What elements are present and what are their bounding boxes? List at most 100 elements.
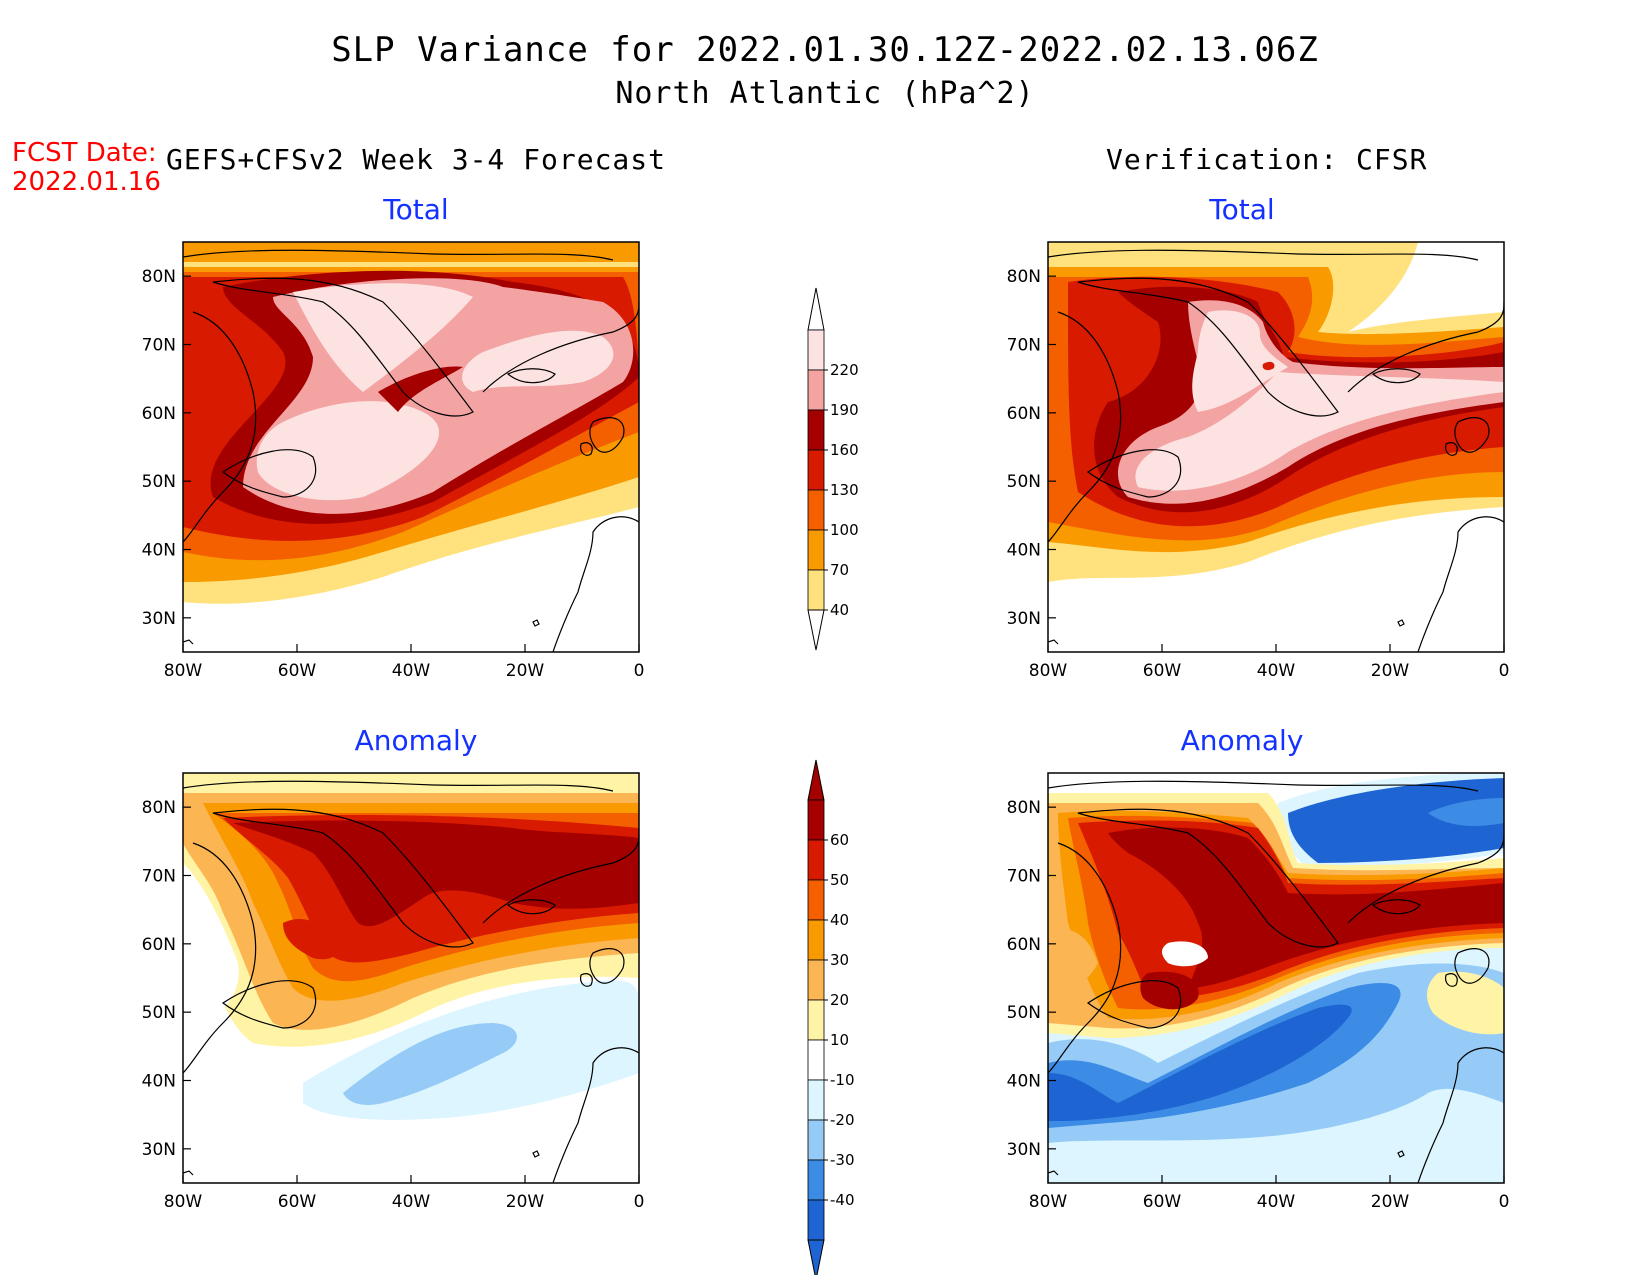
right-column-title: Verification: CFSR	[1106, 143, 1428, 176]
verification-total-lat-label: 60N	[1007, 404, 1041, 424]
verification-total-lon-label: 20W	[1371, 661, 1410, 681]
forecast-total-map	[182, 241, 640, 653]
forecast-anomaly-map	[182, 772, 640, 1184]
total-colorbar-label: 100	[830, 521, 859, 539]
total-colorbar-swatch	[807, 529, 825, 571]
anomaly-colorbar-swatch	[807, 919, 825, 961]
verification-anomaly-coastlines	[1048, 780, 1504, 1183]
forecast-total-lon-label: 20W	[506, 661, 545, 681]
verification-total-fill	[1048, 242, 1504, 582]
anomaly-colorbar-swatch	[807, 1119, 825, 1161]
anomaly-colorbar: 60 50 40 30 20 10 -10 -20 -30 -40	[807, 759, 855, 1275]
anomaly-colorbar-swatch	[807, 1079, 825, 1121]
verification-total-lat-label: 50N	[1007, 472, 1041, 492]
total-colorbar-label: 190	[830, 401, 859, 419]
verification-anomaly-title: Anomaly	[1180, 724, 1304, 757]
anomaly-colorbar-label: 50	[830, 871, 849, 889]
anomaly-colorbar-swatch	[807, 959, 825, 1001]
forecast-anomaly-lon-label: 20W	[506, 1192, 545, 1212]
verification-total-lat-label: 80N	[1007, 267, 1041, 287]
forecast-anomaly-lat-label: 80N	[142, 798, 176, 818]
forecast-anomaly-lon-label: 40W	[392, 1192, 431, 1212]
total-colorbar-swatch	[807, 329, 825, 371]
forecast-anomaly-lon-label: 0	[634, 1192, 645, 1212]
verification-total-title: Total	[1209, 193, 1275, 226]
verification-anomaly-map	[1047, 772, 1505, 1184]
map-axes: 80W 60W 40W 20W 0 80N 70N 60N 50N 40N 30N 80W 60W 40W…	[142, 267, 1510, 1212]
total-colorbar-swatch	[807, 569, 825, 611]
verification-total-coastlines	[1048, 249, 1504, 652]
forecast-total-lat-label: 80N	[142, 267, 176, 287]
verification-anomaly-lat-label: 80N	[1007, 798, 1041, 818]
anomaly-colorbar-label: 30	[830, 951, 849, 969]
anomaly-colorbar-swatch	[807, 999, 825, 1041]
verification-anomaly-lat-label: 60N	[1007, 935, 1041, 955]
forecast-total-lat-label: 70N	[142, 336, 176, 356]
total-colorbar-swatch	[807, 489, 825, 531]
anomaly-colorbar-top-arrow	[807, 759, 825, 801]
forecast-total-lat-label: 50N	[142, 472, 176, 492]
verification-anomaly-lon-label: 20W	[1371, 1192, 1410, 1212]
anomaly-colorbar-label: 60	[830, 831, 849, 849]
forecast-anomaly-lon-label: 60W	[278, 1192, 317, 1212]
verification-total-lat-label: 30N	[1007, 609, 1041, 629]
chart-title-line1: SLP Variance for 2022.01.30.12Z-2022.02.…	[331, 30, 1319, 70]
total-colorbar-swatch	[807, 409, 825, 451]
forecast-total-lat-label: 40N	[142, 541, 176, 561]
verification-total-lon-label: 40W	[1257, 661, 1296, 681]
forecast-anomaly-fill	[183, 773, 639, 1120]
forecast-total-lat-label: 60N	[142, 404, 176, 424]
verification-total-lat-label: 70N	[1007, 336, 1041, 356]
verification-anomaly-lat-label: 50N	[1007, 1003, 1041, 1023]
anomaly-colorbar-swatch	[807, 1159, 825, 1201]
total-colorbar-top-arrow	[807, 287, 825, 331]
forecast-total-lon-label: 40W	[392, 661, 431, 681]
anomaly-colorbar-label: 20	[830, 991, 849, 1009]
forecast-total-lon-label: 60W	[278, 661, 317, 681]
forecast-anomaly-lat-label: 40N	[142, 1072, 176, 1092]
forecast-anomaly-lat-label: 60N	[142, 935, 176, 955]
verification-total-lon-label: 0	[1499, 661, 1510, 681]
total-colorbar-swatch	[807, 449, 825, 491]
forecast-anomaly-coastlines	[183, 780, 639, 1183]
forecast-total-coastlines	[183, 249, 639, 652]
anomaly-colorbar-label: 40	[830, 911, 849, 929]
forecast-total-lon-label: 0	[634, 661, 645, 681]
forecast-anomaly-lat-label: 50N	[142, 1003, 176, 1023]
anomaly-colorbar-label: -20	[830, 1111, 855, 1129]
forecast-total-fill	[183, 242, 639, 604]
anomaly-colorbar-swatch	[807, 839, 825, 881]
total-colorbar-swatch	[807, 369, 825, 411]
chart-title-line2: North Atlantic (hPa^2)	[615, 76, 1035, 111]
anomaly-colorbar-swatch	[807, 1199, 825, 1241]
total-colorbar-bottom-arrow	[807, 609, 825, 651]
verification-anomaly-lon-label: 0	[1499, 1192, 1510, 1212]
verification-anomaly-fill	[1048, 773, 1504, 1183]
forecast-anomaly-lon-label: 80W	[164, 1192, 203, 1212]
left-column-title: GEFS+CFSv2 Week 3-4 Forecast	[166, 143, 667, 176]
anomaly-colorbar-bottom-arrow	[807, 1239, 825, 1275]
forecast-anomaly-lat-label: 70N	[142, 867, 176, 887]
verification-total-lat-label: 40N	[1007, 541, 1041, 561]
total-colorbar-label: 40	[830, 601, 849, 619]
fcst-date-label: FCST Date:	[12, 138, 157, 168]
verification-total-lon-label: 80W	[1029, 661, 1068, 681]
total-colorbar-label: 70	[830, 561, 849, 579]
verification-anomaly-lat-label: 70N	[1007, 867, 1041, 887]
total-colorbar-label: 160	[830, 441, 859, 459]
anomaly-colorbar-label: -10	[830, 1071, 855, 1089]
verification-total-lon-label: 60W	[1143, 661, 1182, 681]
anomaly-colorbar-swatch	[807, 879, 825, 921]
forecast-total-lon-label: 80W	[164, 661, 203, 681]
anomaly-colorbar-swatch	[807, 1039, 825, 1081]
fcst-date-value: 2022.01.16	[12, 167, 161, 197]
anomaly-colorbar-label: 10	[830, 1031, 849, 1049]
forecast-anomaly-title: Anomaly	[354, 724, 478, 757]
forecast-anomaly-lat-label: 30N	[142, 1140, 176, 1160]
forecast-total-title: Total	[383, 193, 449, 226]
verification-anomaly-lat-label: 40N	[1007, 1072, 1041, 1092]
verification-anomaly-lon-label: 40W	[1257, 1192, 1296, 1212]
forecast-total-lat-label: 30N	[142, 609, 176, 629]
verification-anomaly-lat-label: 30N	[1007, 1140, 1041, 1160]
